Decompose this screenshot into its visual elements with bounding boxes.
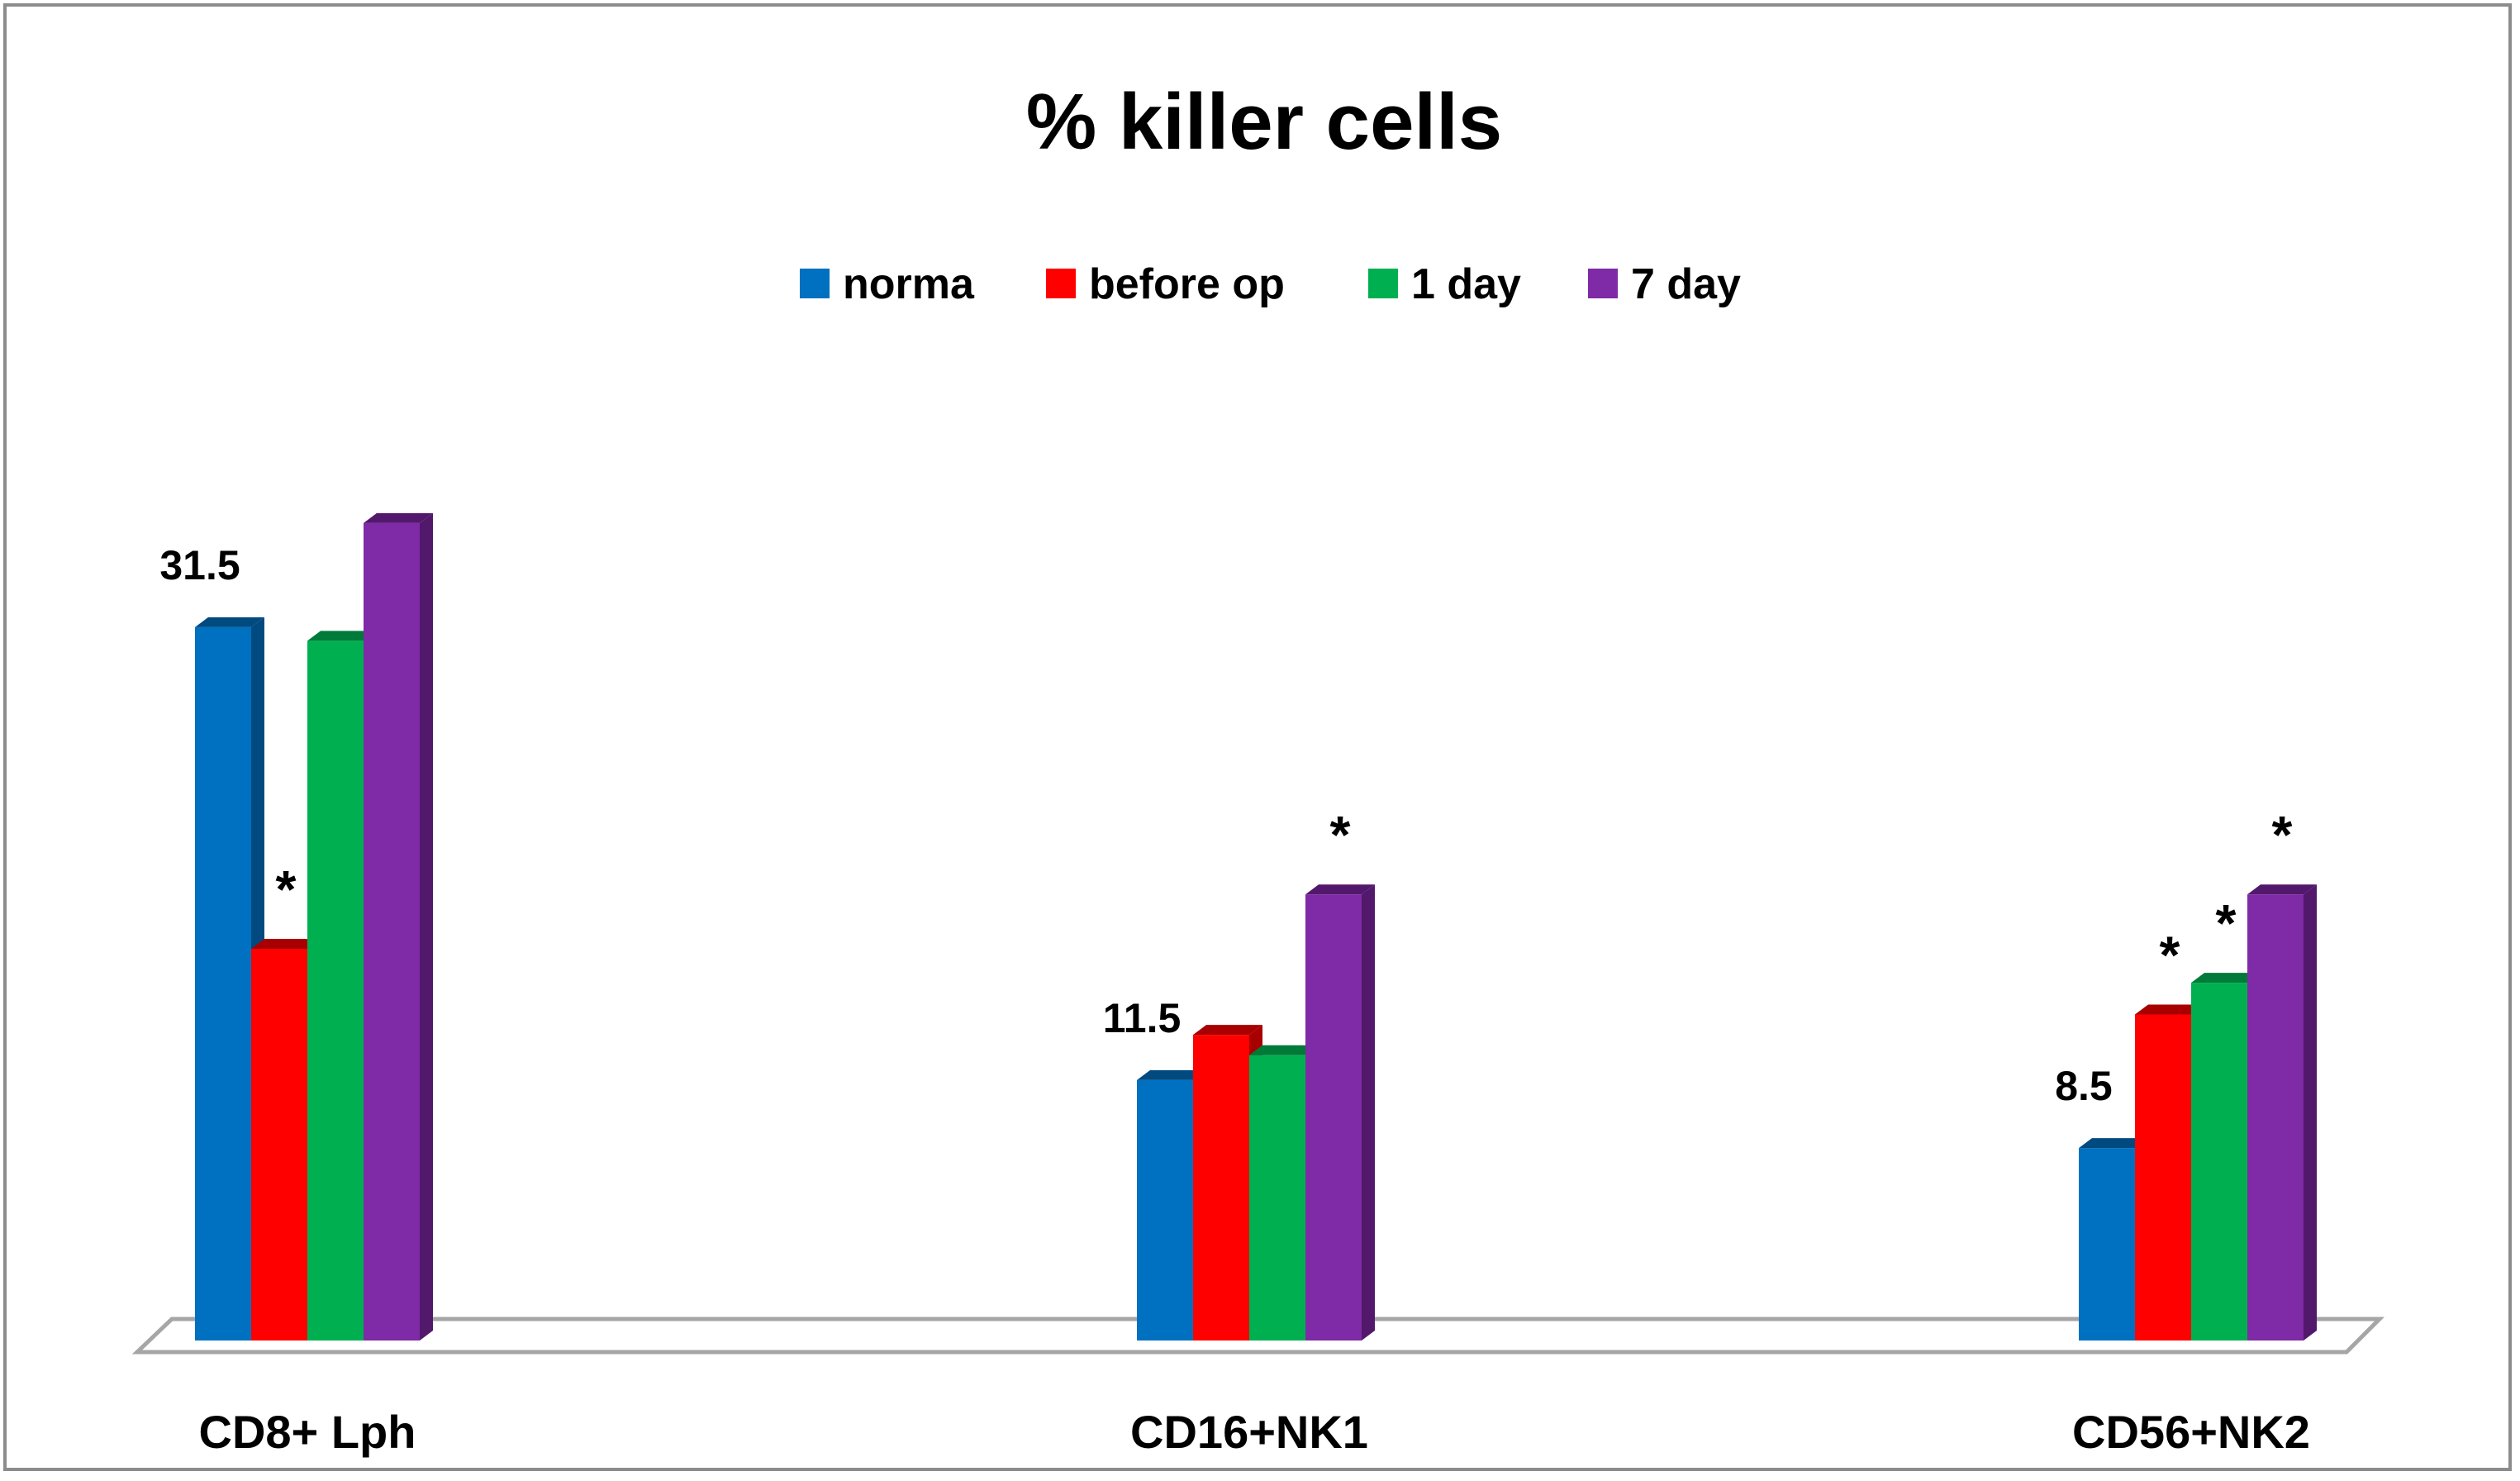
x-tick-label-cd56-nk2: CD56+NK2 [2072, 1406, 2310, 1458]
significance-mark-cd56-nk2-1-day: * [2216, 893, 2237, 953]
bars [195, 512, 2317, 1341]
legend-item-1-day: 1 day [1368, 260, 1521, 308]
value-label-cd56-nk2: 8.5 [2055, 1063, 2113, 1109]
legend-item-7-day: 7 day [1588, 260, 1741, 308]
legend: norma before op 1 day 7 day [800, 260, 1741, 308]
legend-swatch-7-day [1588, 269, 1618, 298]
bar-cd56-nk2-7-day [2247, 884, 2317, 1341]
value-label-cd16-nk1: 11.5 [1103, 995, 1182, 1041]
significance-mark-cd8-lph-before-op: * [276, 860, 297, 919]
bar-cd8-lph-7-day [364, 512, 433, 1341]
legend-item-before-op: before op [1046, 260, 1285, 308]
legend-label-before-op: before op [1089, 260, 1285, 308]
chart-frame [3, 3, 2512, 1471]
x-tick-label-cd8-lph: CD8+ Lph [199, 1406, 416, 1458]
chart-title: % killer cells [1026, 78, 1502, 166]
legend-swatch-before-op [1046, 269, 1076, 298]
legend-item-norma: norma [800, 260, 975, 308]
x-tick-label-cd16-nk1: CD16+NK1 [1130, 1406, 1368, 1458]
annotations: 31.5 11.5 8.5 * * * * * [159, 542, 2292, 1109]
bar-cd16-nk1-7-day [1305, 884, 1375, 1341]
significance-mark-cd56-nk2-7-day: * [2272, 805, 2293, 864]
significance-mark-cd16-nk1-7-day: * [1330, 805, 1351, 864]
significance-mark-cd56-nk2-before-op: * [2160, 925, 2180, 984]
legend-label-7-day: 7 day [1631, 260, 1741, 308]
legend-label-1-day: 1 day [1411, 260, 1521, 308]
value-label-cd8-lph: 31.5 [159, 542, 240, 588]
legend-label-norma: norma [843, 260, 975, 308]
x-axis-labels: CD8+ Lph CD16+NK1 CD56+NK2 [199, 1406, 2310, 1458]
legend-swatch-norma [800, 269, 830, 298]
legend-swatch-1-day [1368, 269, 1398, 298]
